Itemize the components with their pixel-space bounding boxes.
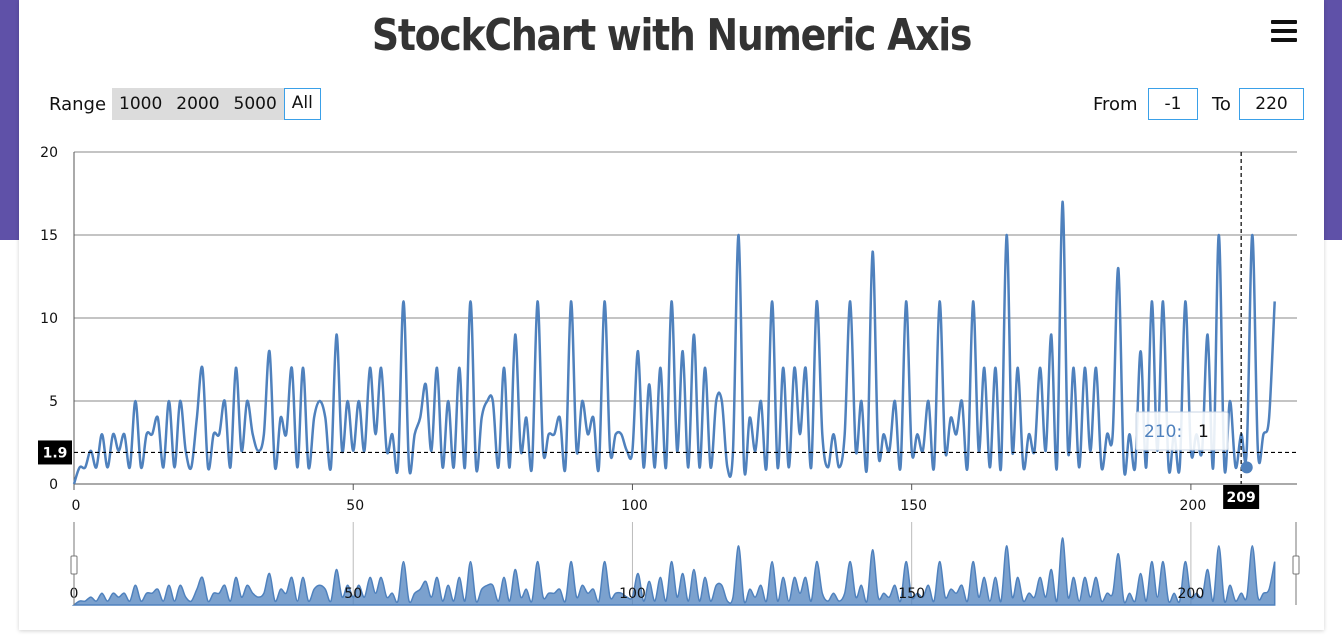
navigator-tick-label-50: 50 — [344, 586, 362, 602]
range-button-2000[interactable]: 2000 — [169, 88, 227, 120]
navigator-x-axis: 0 50 100 150 200 — [70, 586, 1205, 602]
x-axis: 0 50 100 150 200 — [72, 484, 1207, 514]
tooltip-x-value: 210: — [1144, 422, 1182, 442]
x-tick-label-50: 50 — [346, 498, 364, 514]
navigator-tick-label-150: 150 — [898, 586, 925, 602]
navigator-tick-label-200: 200 — [1178, 586, 1205, 602]
range-button-1000[interactable]: 1000 — [112, 88, 170, 120]
range-button-5000[interactable]: 5000 — [226, 88, 284, 120]
navigator[interactable]: 0 50 100 150 200 — [70, 522, 1300, 606]
navigator-tick-label-100: 100 — [619, 586, 646, 602]
range-selector: 1000 2000 5000 All — [112, 88, 321, 120]
crosshair-y-label: 1.9 — [38, 440, 72, 465]
from-input[interactable] — [1148, 88, 1198, 120]
range-label: Range — [49, 94, 107, 115]
range-button-all[interactable]: All — [283, 88, 321, 120]
y-axis: 0 5 10 15 20 — [40, 145, 58, 493]
crosshair-x-label-text: 209 — [1227, 490, 1256, 506]
series-line — [72, 200, 1276, 485]
y-tick-label-20: 20 — [40, 145, 58, 161]
y-tick-label-15: 15 — [40, 228, 58, 244]
x-tick-label-200: 200 — [1180, 498, 1207, 514]
tooltip: 210: 1 — [1135, 411, 1229, 451]
y-tick-label-0: 0 — [49, 477, 58, 493]
to-label: To — [1212, 94, 1231, 115]
hover-marker — [1240, 461, 1253, 474]
x-tick-label-100: 100 — [621, 498, 648, 514]
crosshair-y-label-text: 1.9 — [43, 445, 68, 461]
from-label: From — [1093, 94, 1138, 115]
hamburger-menu-icon[interactable] — [1271, 20, 1297, 46]
navigator-handle-left[interactable] — [70, 555, 78, 575]
y-tick-label-5: 5 — [49, 394, 58, 410]
y-tick-label-10: 10 — [40, 311, 58, 327]
tooltip-y-value: 1 — [1198, 422, 1209, 442]
to-input[interactable] — [1239, 88, 1304, 120]
x-tick-label-0: 0 — [72, 498, 81, 514]
navigator-area — [71, 537, 1276, 606]
crosshair-x-label: 209 — [1223, 485, 1260, 509]
navigator-handle-right[interactable] — [1292, 555, 1300, 575]
chart-title: StockChart with Numeric Axis — [371, 10, 973, 61]
x-tick-label-150: 150 — [900, 498, 927, 514]
